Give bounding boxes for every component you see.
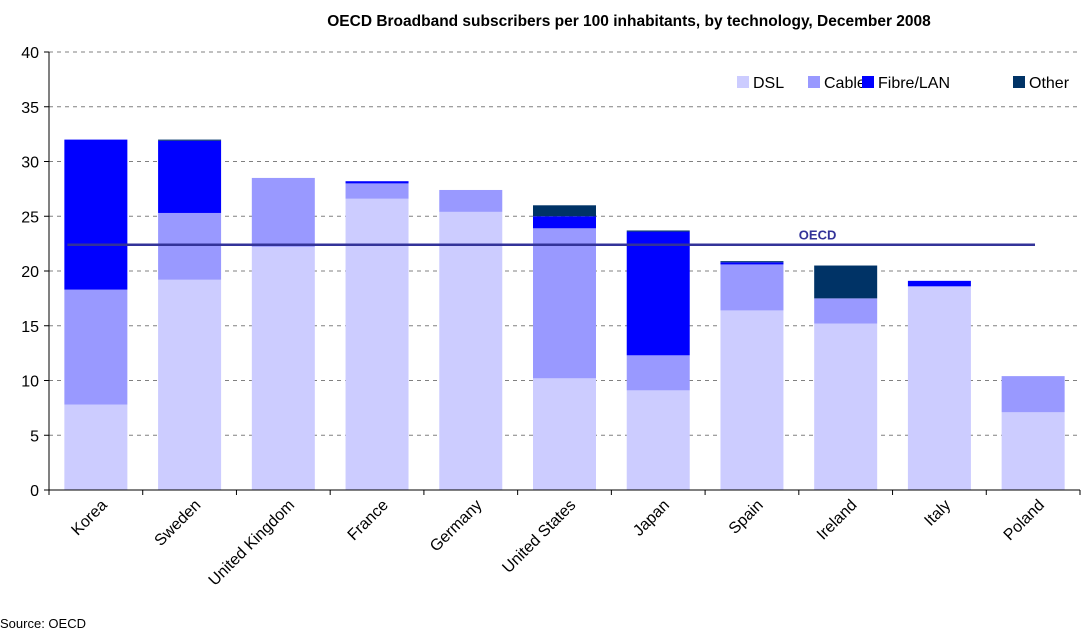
y-tick-label: 40 [21, 45, 39, 62]
bar-segment-other [533, 205, 596, 217]
y-tick-label: 0 [30, 483, 39, 500]
bar-segment-dsl [626, 390, 690, 490]
bar-segment-fibre-lan [64, 139, 128, 290]
bar-segment-cable [439, 189, 503, 212]
legend-swatch [1013, 76, 1025, 88]
bar-segment-fibre-lan [345, 181, 409, 184]
y-tick-label: 20 [21, 264, 39, 281]
x-tick-label: Sweden [152, 497, 205, 550]
x-tick-label: Spain [726, 497, 767, 538]
bar-segment-dsl [720, 310, 784, 490]
bar-segment-dsl [814, 323, 878, 490]
bar-segment-fibre-lan [158, 140, 222, 213]
y-tick-label: 5 [30, 428, 39, 445]
legend-label: Other [1029, 75, 1070, 92]
legend-swatch [808, 76, 820, 88]
bar-segment-fibre-lan [626, 231, 690, 356]
y-axis: 0 5 10 15 20 25 30 35 40 [21, 45, 50, 500]
x-tick-label: Germany [427, 497, 486, 556]
x-tick-label: Ireland [814, 497, 861, 544]
legend-label: DSL [753, 75, 784, 92]
bar-segment-cable [158, 212, 222, 280]
bar-segment-other [626, 230, 690, 232]
y-tick-label: 10 [21, 374, 39, 391]
bar-segment-cable [251, 177, 315, 247]
bar-segment-cable [1001, 376, 1065, 413]
legend-swatch [737, 76, 749, 88]
bar-segment-dsl [158, 279, 222, 490]
y-tick-label: 15 [21, 319, 39, 336]
x-tick-label: Korea [68, 497, 110, 539]
bars [64, 139, 1065, 491]
x-tick-label: United Kingdom [206, 497, 299, 590]
bar-segment-other [814, 265, 878, 299]
bar-segment-cable [626, 355, 690, 391]
bar-segment-dsl [64, 404, 128, 490]
x-tick-label: United States [499, 497, 579, 577]
bar-segment-fibre-lan [720, 262, 784, 265]
bar-segment-dsl [533, 378, 596, 490]
legend-label: Fibre/LAN [878, 75, 950, 92]
legend: DSL Cable Fibre/LAN Other [737, 75, 1070, 92]
x-tick-label: France [345, 497, 392, 544]
x-tick-label: Italy [921, 497, 954, 530]
x-axis: Korea Sweden United Kingdom France Germany Un… [48, 489, 1081, 590]
bar-segment-cable [64, 289, 128, 405]
source-note: Source: OECD [0, 616, 86, 631]
chart-title: OECD Broadband subscribers per 100 inhab… [327, 13, 931, 30]
bar-segment-dsl [345, 198, 409, 491]
bar-segment-dsl [251, 246, 315, 490]
bar-segment-cable [814, 298, 878, 324]
bar-segment-dsl [907, 286, 971, 490]
bar-segment-other [158, 139, 222, 141]
bar-segment-cable [720, 264, 784, 311]
bar-segment-fibre-lan [533, 216, 596, 229]
y-tick-label: 30 [21, 155, 39, 172]
bar-segment-dsl [1001, 412, 1065, 490]
x-tick-label: Poland [1001, 497, 1048, 544]
y-tick-label: 25 [21, 209, 39, 226]
x-tick-label: Japan [630, 497, 673, 540]
bar-segment-fibre-lan [907, 280, 971, 287]
bar-segment-other [720, 261, 784, 263]
y-tick-label: 35 [21, 100, 39, 117]
legend-swatch [862, 76, 874, 88]
bar-segment-cable [533, 228, 596, 379]
reference-line-label: OECD [799, 228, 837, 243]
oecd-reference-line: OECD [67, 228, 1035, 246]
bar-segment-cable [345, 183, 409, 199]
bar-segment-dsl [439, 211, 503, 490]
legend-label: Cable [824, 75, 866, 92]
